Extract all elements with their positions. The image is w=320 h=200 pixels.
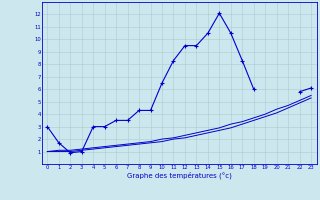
X-axis label: Graphe des températures (°c): Graphe des températures (°c)	[127, 171, 232, 179]
